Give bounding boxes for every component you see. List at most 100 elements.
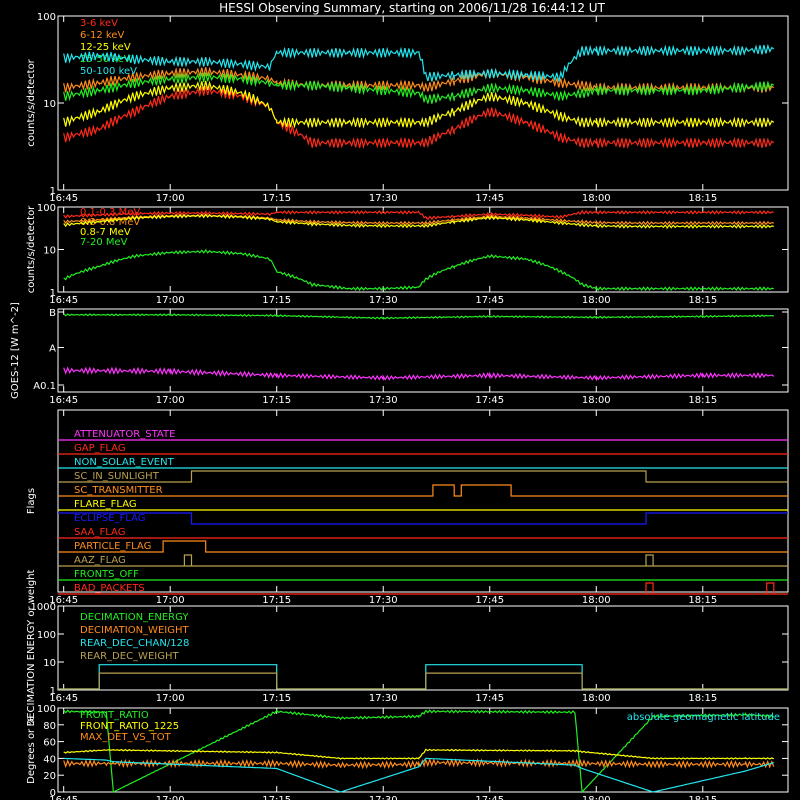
x-tick-label: 18:15 <box>688 795 717 800</box>
figure-title: HESSI Observing Summary, starting on 200… <box>219 1 605 15</box>
flag-label: NON_SOLAR_EVENT <box>74 457 175 468</box>
series-line-absolute geomagnetic latitude <box>63 757 774 793</box>
flag-label: SC_IN_SUNLIGHT <box>74 471 160 482</box>
y-tick-label: 1000 <box>31 602 56 613</box>
x-tick-label: 17:00 <box>156 595 185 606</box>
plot-frame-4 <box>57 605 789 691</box>
x-tick-label: 16:45 <box>49 295 78 306</box>
flag-label: AAZ_FLAG <box>74 555 126 566</box>
y-tick-label: B <box>49 308 56 319</box>
y-axis-label: Degrees or % <box>26 716 37 784</box>
legend-entry: 50-100 keV <box>80 66 137 77</box>
legend-entry: FRONT_RATIO <box>80 710 149 721</box>
y-tick-label: 1 <box>50 288 56 299</box>
legend-entry: 6-12 keV <box>80 30 124 41</box>
x-tick-label: 18:15 <box>688 595 717 606</box>
y-tick-label: 10 <box>43 99 56 110</box>
plot-frame-2 <box>57 308 789 393</box>
goes-series-line-green <box>63 312 774 320</box>
annotation-label: absolute geomagnetic latitude <box>627 712 780 723</box>
legend-entry: DECIMATION_ENERGY <box>80 612 189 623</box>
plot-frame-5 <box>57 707 789 793</box>
x-tick-label: 16:45 <box>49 595 78 606</box>
y-tick-label: A0.1 <box>33 381 56 392</box>
series-line-FRONT_RATIO <box>63 708 775 794</box>
x-tick-label: 17:30 <box>369 295 398 306</box>
flag-label: FRONTS_OFF <box>74 569 139 580</box>
x-tick-label: 17:15 <box>262 693 291 704</box>
x-tick-label: 17:30 <box>369 395 398 406</box>
x-tick-label: 17:45 <box>475 295 504 306</box>
y-tick-label: 100 <box>37 12 56 23</box>
legend-entry: 12-25 keV <box>80 42 131 53</box>
y-tick-label: 10 <box>43 246 56 257</box>
x-tick-label: 17:00 <box>156 395 185 406</box>
plot-frame-3 <box>57 409 789 593</box>
series-line-3-6 keV <box>63 85 775 150</box>
x-tick-label: 17:15 <box>262 795 291 800</box>
series-line-7-20 MeV <box>63 248 774 292</box>
x-tick-label: 17:30 <box>369 693 398 704</box>
y-axis-label: DECIMATION ENERGY or weight <box>26 569 37 726</box>
x-tick-label: 18:00 <box>582 193 611 204</box>
series-line-0.1-0.3 MeV <box>63 209 774 221</box>
goes-series-line-magenta <box>63 366 775 382</box>
x-tick-label: 18:00 <box>582 395 611 406</box>
x-tick-label: 17:00 <box>156 795 185 800</box>
series-line-6-12 keV <box>63 66 775 95</box>
x-tick-label: 17:30 <box>369 193 398 204</box>
series-line-50-100 keV <box>63 43 775 82</box>
y-tick-label: 100 <box>37 630 56 641</box>
flag-trace-ECLIPSE_FLAG <box>58 512 788 525</box>
x-tick-label: 18:00 <box>582 595 611 606</box>
flag-label: ATTENUATOR_STATE <box>74 429 175 440</box>
flag-trace-SC_IN_SUNLIGHT <box>58 470 788 483</box>
series-line-FRONT_RATIO_1225 <box>63 748 775 760</box>
y-tick-label: A <box>49 344 56 355</box>
x-tick-label: 18:15 <box>688 193 717 204</box>
x-tick-label: 16:45 <box>49 395 78 406</box>
x-tick-label: 17:15 <box>262 395 291 406</box>
x-tick-label: 18:00 <box>582 795 611 800</box>
legend-entry: MAX_DET_VS_TOT <box>80 732 172 743</box>
y-tick-label: 20 <box>43 771 56 782</box>
y-axis-label: Flags <box>26 488 37 514</box>
x-tick-label: 17:00 <box>156 295 185 306</box>
x-tick-label: 17:15 <box>262 595 291 606</box>
x-tick-label: 17:45 <box>475 795 504 800</box>
x-tick-label: 17:00 <box>156 693 185 704</box>
flag-trace-SC_TRANSMITTER <box>58 484 788 497</box>
legend-entry: 0.1-0.3 MeV <box>80 207 140 218</box>
series-line-25-50 keV <box>63 71 775 104</box>
y-tick-label: 1 <box>50 686 56 697</box>
x-tick-label: 16:45 <box>49 795 78 800</box>
y-tick-label: 100 <box>37 704 56 715</box>
y-tick-label: 100 <box>37 203 56 214</box>
series-line-12-25 keV <box>63 80 775 129</box>
panels: 16:45 17:00 17:15 17:30 17:45 18:00 18:15 count… <box>10 12 789 800</box>
flag-label: SC_TRANSMITTER <box>74 485 163 496</box>
y-axis-label: GOES-12 [W m^-2] <box>10 302 21 399</box>
flag-trace-PARTICLE_FLAG <box>58 540 788 553</box>
x-tick-label: 17:15 <box>262 295 291 306</box>
x-tick-label: 17:45 <box>475 395 504 406</box>
legend-entry: FRONT_RATIO_1225 <box>80 721 179 732</box>
x-tick-label: 17:30 <box>369 595 398 606</box>
x-tick-label: 18:15 <box>688 295 717 306</box>
x-tick-label: 17:45 <box>475 595 504 606</box>
x-tick-label: 16:45 <box>49 193 78 204</box>
flag-trace-BAD_PACKETS <box>58 582 788 595</box>
x-tick-label: 17:45 <box>475 193 504 204</box>
y-axis-label: counts/s/detector <box>26 205 37 293</box>
y-tick-label: 1 <box>50 186 56 197</box>
flag-label: GAP_FLAG <box>74 443 126 454</box>
legend-entry: 3-6 keV <box>80 18 118 29</box>
y-tick-label: 0 <box>50 788 56 799</box>
legend-entry: 7-20 MeV <box>80 237 128 248</box>
x-tick-label: 18:15 <box>688 395 717 406</box>
y-tick-label: 60 <box>43 738 56 749</box>
y-tick-label: 10 <box>43 658 56 669</box>
x-tick-label: 17:00 <box>156 193 185 204</box>
